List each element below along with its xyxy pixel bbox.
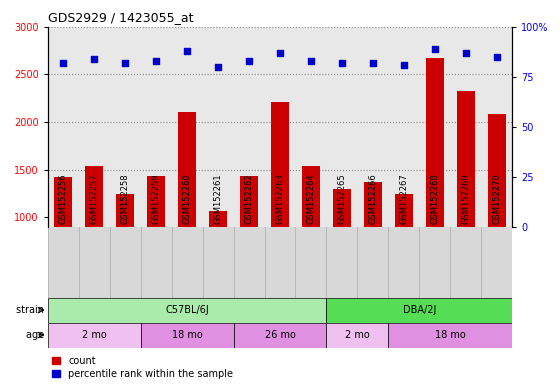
Legend: count, percentile rank within the sample: count, percentile rank within the sample [53,356,233,379]
Point [431,46,440,52]
Point [120,60,129,66]
Bar [48,323,141,348]
Bar [426,58,444,312]
Bar [116,194,134,312]
Point [338,60,347,66]
Point [152,58,161,64]
Text: GDS2929 / 1423055_at: GDS2929 / 1423055_at [48,11,193,24]
Bar [270,102,290,312]
Point [276,50,284,56]
Bar [333,189,351,312]
Bar [456,91,475,312]
Bar [389,323,512,348]
Text: 18 mo: 18 mo [435,330,466,340]
Bar [326,298,512,323]
Bar [395,194,413,312]
Text: 2 mo: 2 mo [82,330,106,340]
Point [90,56,99,62]
Bar [209,211,227,312]
Text: age: age [26,330,48,340]
Bar [363,182,382,312]
Bar [240,176,258,312]
Point [59,60,68,66]
Bar [326,323,389,348]
Point [306,58,315,64]
Text: 2 mo: 2 mo [345,330,370,340]
Point [213,64,222,70]
Bar [302,166,320,312]
Bar [147,176,165,312]
Bar [54,177,72,312]
Bar [141,323,234,348]
Text: DBA/2J: DBA/2J [403,305,436,315]
Bar [85,166,104,312]
Point [399,62,408,68]
Point [492,54,501,60]
Point [183,48,192,54]
Point [461,50,470,56]
Bar [178,111,197,312]
Point [245,58,254,64]
Point [368,60,377,66]
Text: 26 mo: 26 mo [264,330,296,340]
Bar [234,323,326,348]
Bar [48,298,326,323]
Bar [488,114,506,312]
Text: 18 mo: 18 mo [172,330,202,340]
Text: C57BL/6J: C57BL/6J [165,305,209,315]
Text: strain: strain [16,305,48,315]
